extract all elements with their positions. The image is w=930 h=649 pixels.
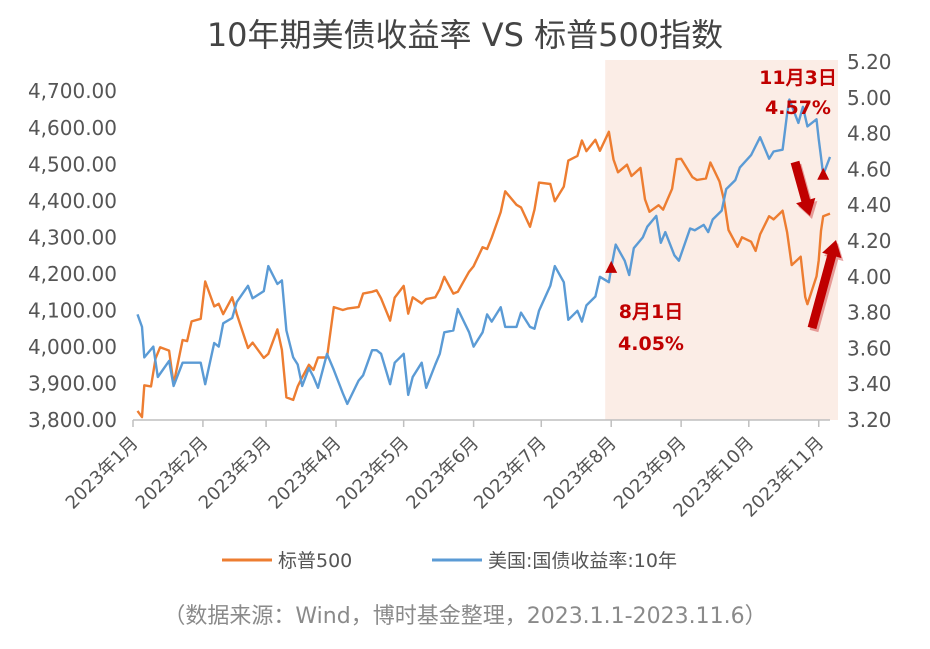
sp500-line xyxy=(136,130,831,419)
y-left-tick-label: 3,800.00 xyxy=(28,408,117,432)
y-right-tick-label: 4.00 xyxy=(847,265,892,289)
y-right-tick-label: 5.20 xyxy=(847,50,892,74)
y-left-tick-label: 3,900.00 xyxy=(28,371,117,395)
arrow-yield-down xyxy=(790,160,818,219)
y-right-tick-label: 4.40 xyxy=(847,193,892,217)
x-tick-label: 2023年7月 xyxy=(470,433,551,514)
x-tick-label: 2023年1月 xyxy=(62,433,143,514)
annotation-date-label: 8月1日 xyxy=(619,301,683,323)
arrow-sp500-up xyxy=(807,240,844,333)
y-right-tick-label: 3.60 xyxy=(847,336,892,360)
annotation-marker xyxy=(817,167,830,180)
annotation-marker xyxy=(605,260,618,273)
annotation-date-label: 11月3日 xyxy=(759,67,837,89)
y-left-tick-label: 4,500.00 xyxy=(28,152,117,176)
y-left-tick-label: 4,200.00 xyxy=(28,262,117,286)
legend-sp500-label: 标普500 xyxy=(278,550,352,572)
arrow-body xyxy=(790,160,816,216)
y-right-tick-label: 4.60 xyxy=(847,157,892,181)
y-left-tick-label: 4,700.00 xyxy=(28,79,117,103)
y-left-tick-label: 4,300.00 xyxy=(28,225,117,249)
y-right-tick-label: 5.00 xyxy=(847,86,892,110)
annotation-value-label: 4.05% xyxy=(618,333,684,355)
y-right-tick-label: 3.80 xyxy=(847,301,892,325)
chart-title: 10年期美债收益率 VS 标普500指数 xyxy=(206,16,724,54)
x-tick-label: 2023年5月 xyxy=(332,433,413,514)
y-left-tick-label: 4,100.00 xyxy=(28,298,117,322)
y-right-tick-label: 4.20 xyxy=(847,229,892,253)
yield-10y-line xyxy=(136,98,832,406)
x-tick-label: 2023年6月 xyxy=(402,433,483,514)
y-left-tick-label: 4,400.00 xyxy=(28,189,117,213)
arrow-body xyxy=(807,240,842,330)
y-right-tick-label: 3.20 xyxy=(847,408,892,432)
source-note: （数据来源：Wind，博时基金整理，2023.1.1-2023.11.6） xyxy=(163,604,767,629)
legend-yield-label: 美国:国债收益率:10年 xyxy=(488,550,677,572)
annotation-value-label: 4.57% xyxy=(765,97,831,119)
x-tick-label: 2023年4月 xyxy=(265,433,346,514)
y-right-tick-label: 4.80 xyxy=(847,122,892,146)
y-right-tick-label: 3.40 xyxy=(847,372,892,396)
y-left-tick-label: 4,600.00 xyxy=(28,116,117,140)
y-left-tick-label: 4,000.00 xyxy=(28,335,117,359)
x-tick-label: 2023年8月 xyxy=(540,433,621,514)
